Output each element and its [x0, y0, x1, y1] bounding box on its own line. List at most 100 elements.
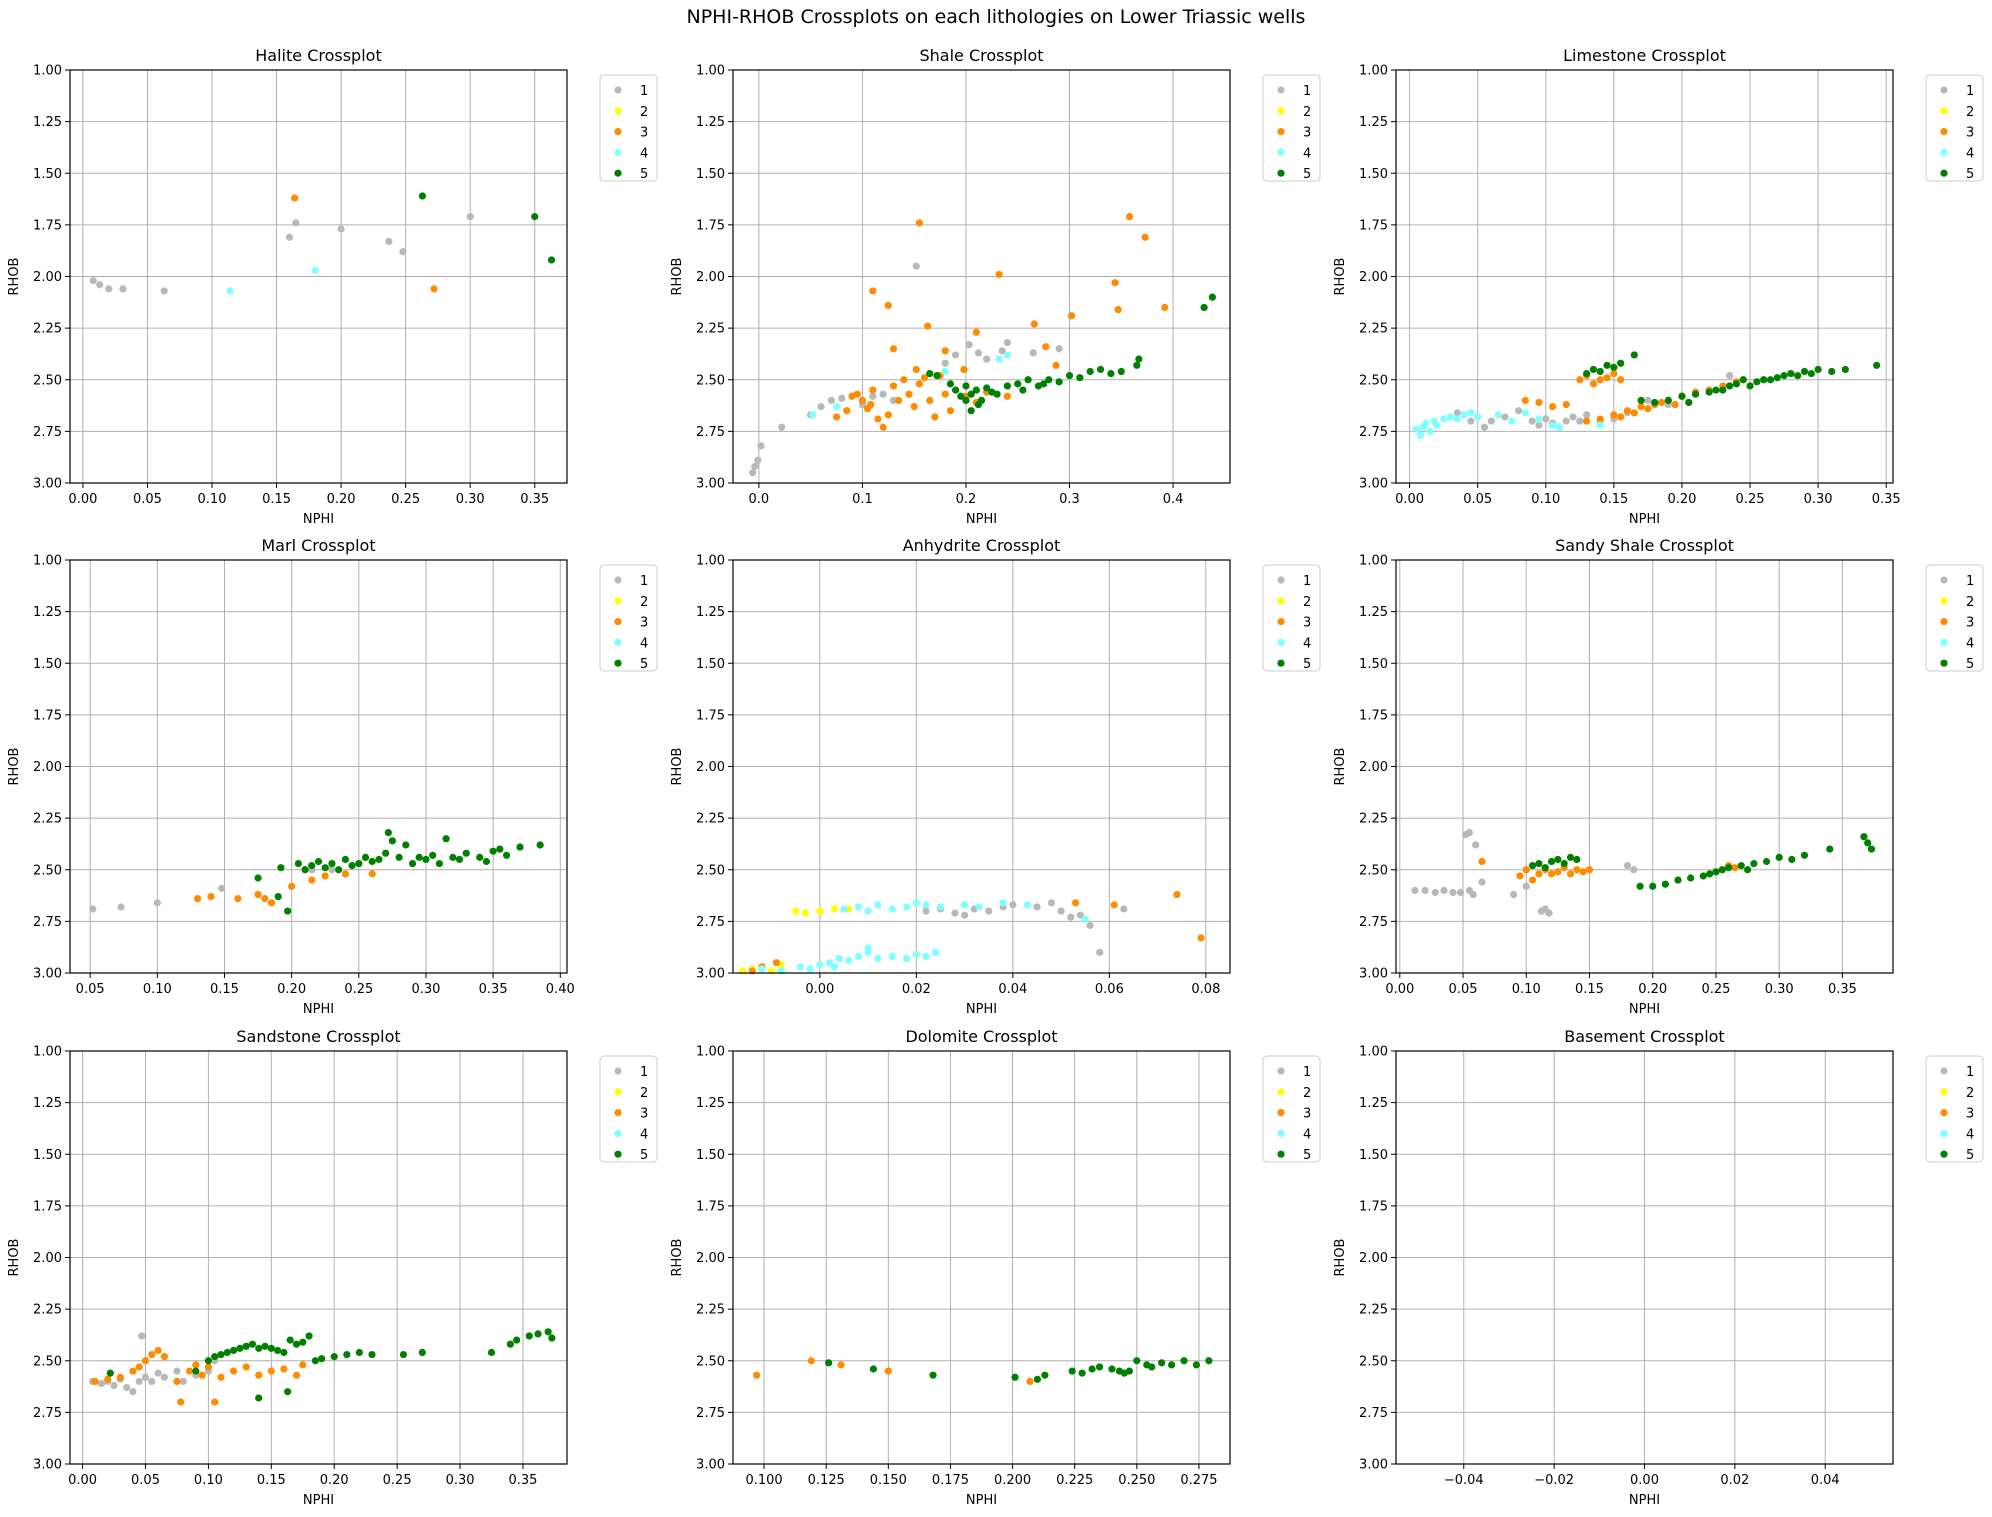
data-point-series-3 [884, 411, 892, 419]
legend-marker-4 [614, 638, 622, 647]
x-tick-label: 0.02 [1720, 1473, 1749, 1488]
y-tick-label: 1.75 [1359, 708, 1388, 723]
data-point-series-3 [292, 1371, 301, 1379]
y-tick-label: 2.75 [33, 915, 62, 930]
subplot-title: Sandy Shale Crossplot [1555, 536, 1734, 555]
data-point-series-1 [1029, 349, 1037, 357]
legend-label: 1 [640, 1065, 648, 1080]
data-point-series-5 [301, 866, 309, 874]
data-point-series-5 [106, 1369, 114, 1377]
data-point-series-5 [1617, 359, 1625, 367]
data-point-series-5 [211, 1353, 219, 1361]
data-point-series-5 [1041, 1371, 1049, 1379]
y-tick-label: 1.25 [696, 115, 725, 130]
legend-marker-5 [1277, 1150, 1285, 1158]
subplot-sandstone-crossplot: Sandstone Crossplot 0.00 0.05 0.10 0.15 0.20 0… [7, 1027, 658, 1508]
data-point-series-5 [983, 384, 991, 392]
x-tick-label: 0.20 [277, 982, 306, 997]
legend: 1 2 3 4 5 [599, 564, 658, 672]
data-point-series-1 [1467, 417, 1475, 425]
data-point-series-4 [874, 954, 882, 963]
data-point-series-5 [255, 1394, 263, 1402]
data-point-series-5 [531, 213, 539, 221]
data-point-series-3 [1610, 369, 1618, 378]
data-point-series-3 [1573, 866, 1581, 874]
y-tick-label: 1.25 [1359, 605, 1388, 620]
data-point-series-5 [223, 1348, 231, 1357]
y-tick-label: 2.50 [33, 1354, 62, 1369]
data-point-series-3 [889, 345, 898, 353]
x-tick-label: 0.30 [411, 982, 440, 997]
legend-marker-2 [1940, 1088, 1948, 1096]
data-point-series-1 [1067, 913, 1075, 921]
y-tick-label: 2.50 [1359, 1354, 1388, 1369]
data-point-series-5 [1596, 367, 1604, 376]
data-point-series-5 [1076, 374, 1084, 382]
data-point-series-5 [962, 396, 970, 404]
data-point-series-5 [261, 1342, 269, 1350]
data-point-series-4 [1426, 427, 1434, 435]
x-tick-label: 0.2 [956, 492, 977, 507]
y-tick-label: 2.00 [33, 1251, 62, 1266]
legend-label: 4 [1966, 146, 1974, 161]
legend-marker-5 [1940, 169, 1948, 177]
data-point-series-3 [1111, 279, 1119, 287]
y-tick-label: 1.75 [696, 218, 725, 233]
data-point-series-5 [1691, 390, 1700, 398]
data-point-series-5 [1573, 855, 1581, 864]
data-point-series-3 [889, 382, 898, 390]
data-point-series-5 [974, 400, 982, 409]
legend-marker-5 [1940, 659, 1948, 667]
legend-marker-1 [1940, 1067, 1948, 1075]
data-point-series-3 [1589, 380, 1598, 388]
data-point-series-4 [1003, 351, 1011, 359]
y-tick-label: 2.50 [33, 373, 62, 388]
x-axis-label: NPHI [303, 1493, 334, 1508]
legend-label: 2 [1966, 595, 1974, 610]
data-point-series-1 [399, 248, 407, 256]
data-point-series-5 [1814, 365, 1822, 374]
data-point-series-5 [415, 853, 423, 861]
data-point-series-3 [1554, 868, 1562, 876]
data-point-series-5 [1068, 1367, 1076, 1375]
data-point-series-3 [1173, 890, 1181, 899]
data-point-series-4 [1460, 411, 1468, 419]
data-point-series-3 [941, 390, 949, 398]
y-tick-label: 1.50 [1359, 657, 1388, 672]
x-tick-label: 0.150 [870, 1473, 907, 1488]
data-point-series-3 [1547, 870, 1556, 878]
data-point-series-5 [314, 857, 323, 866]
data-point-series-5 [343, 1350, 351, 1359]
data-point-series-4 [1494, 411, 1502, 419]
x-tick-label: 0.10 [194, 1473, 223, 1488]
x-tick-label: 0.05 [1449, 982, 1478, 997]
data-point-series-4 [932, 948, 940, 956]
data-point-series-3 [129, 1367, 137, 1375]
data-point-series-1 [1576, 417, 1584, 425]
data-point-series-5 [972, 386, 980, 394]
x-tick-label: 0.35 [520, 492, 549, 507]
data-point-series-3 [832, 413, 841, 421]
y-tick-label: 3.00 [696, 967, 725, 982]
legend-marker-1 [1940, 86, 1948, 94]
data-point-series-5 [513, 1336, 521, 1344]
data-point-series-5 [1726, 382, 1734, 390]
plot-frame [732, 69, 1231, 484]
legend-marker-5 [1277, 169, 1285, 177]
data-point-series-4 [1081, 915, 1089, 923]
data-point-series-3 [931, 413, 939, 421]
y-tick-label: 1.50 [696, 167, 725, 182]
x-tick-label: 0.175 [932, 1473, 969, 1488]
data-point-series-3 [1583, 417, 1591, 425]
x-tick-label: 0.225 [1056, 1473, 1093, 1488]
y-tick-label: 2.75 [696, 1406, 725, 1421]
data-point-series-5 [869, 1365, 878, 1373]
data-point-series-1 [838, 394, 846, 402]
y-tick-label: 3.00 [696, 477, 725, 492]
x-tick-label: 0.25 [383, 1473, 412, 1488]
data-point-series-5 [1535, 859, 1543, 868]
y-tick-label: 2.00 [696, 1251, 725, 1266]
data-point-series-4 [999, 899, 1007, 907]
data-point-series-5 [1678, 392, 1686, 400]
